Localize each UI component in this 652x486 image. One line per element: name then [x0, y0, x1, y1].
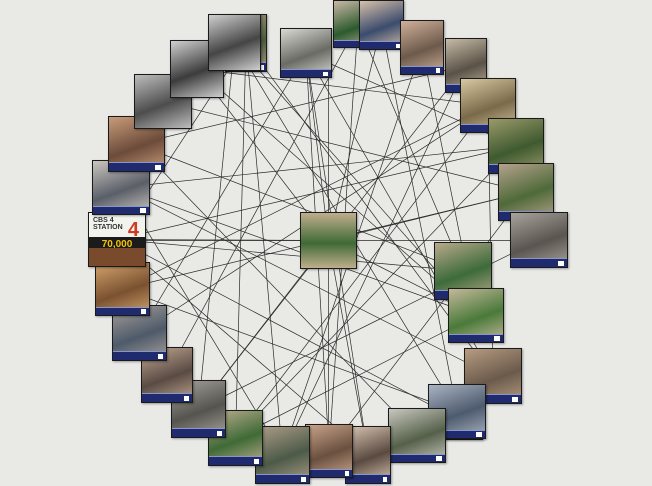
- keyframe-image: [281, 29, 331, 77]
- news-ticker-bar: [334, 39, 382, 47]
- center-keyframe[interactable]: [300, 212, 357, 269]
- similarity-edge: [120, 145, 517, 188]
- similarity-edge: [116, 239, 458, 420]
- similarity-edge: [120, 187, 477, 316]
- station-logo-icon: [300, 476, 306, 482]
- keyframe-image: [256, 427, 309, 483]
- similarity-edge: [198, 42, 235, 410]
- similarity-edge: [136, 65, 467, 145]
- news-ticker-bar: [360, 41, 403, 49]
- promo-channel-number: 4: [127, 219, 139, 241]
- similarity-edge: [282, 65, 467, 456]
- news-ticker-bar: [511, 258, 567, 267]
- station-logo-icon: [253, 459, 259, 464]
- keyframe-image: [301, 213, 356, 268]
- news-ticker-bar: [281, 69, 331, 77]
- station-logo-icon: [184, 396, 189, 401]
- similarity-edge: [245, 42, 283, 456]
- station-logo-icon: [382, 476, 388, 482]
- keyframe-image: [209, 15, 260, 70]
- news-ticker-bar: [306, 468, 352, 477]
- news-ticker-bar: [93, 205, 149, 214]
- news-ticker-bar: [465, 394, 521, 403]
- keyframe-image: [449, 289, 503, 342]
- news-ticker-bar: [429, 429, 485, 438]
- news-ticker-bar: [172, 428, 225, 437]
- keyframe-image: [511, 213, 567, 267]
- keyframe-woman-reporter[interactable]: [345, 426, 391, 484]
- keyframe-station-promo-card[interactable]: CBS 4 STATION 4 70,000 MILE: [88, 212, 146, 267]
- station-logo-icon: [436, 456, 442, 461]
- similarity-edge: [139, 52, 307, 334]
- keyframe-image: [401, 21, 443, 74]
- station-logo-icon: [157, 354, 163, 359]
- station-logo-icon: [140, 309, 146, 314]
- station-logo-icon: [216, 430, 222, 436]
- news-ticker-bar: [346, 474, 390, 483]
- similarity-edge: [116, 239, 464, 272]
- keyframe-two-men-outdoors[interactable]: [255, 426, 310, 484]
- station-logo-icon: [476, 432, 482, 437]
- keyframe-crowd-protest[interactable]: [510, 212, 568, 268]
- keyframe-man-portrait-closeup[interactable]: [305, 424, 353, 478]
- news-ticker-bar: [256, 474, 309, 483]
- news-ticker-bar: [389, 453, 445, 462]
- similarity-edge: [196, 68, 489, 106]
- keyframe-image: [306, 425, 352, 477]
- station-logo-icon: [259, 64, 264, 70]
- similarity-edge: [328, 191, 527, 241]
- station-logo-icon: [396, 43, 401, 49]
- similarity-edge: [122, 105, 489, 290]
- station-logo-icon: [436, 68, 441, 73]
- similarity-edge: [122, 288, 458, 412]
- keyframe-snowy-road-cars[interactable]: [280, 28, 332, 78]
- keyframe-image: [389, 409, 445, 462]
- similarity-edge: [136, 143, 464, 272]
- similarity-edge: [120, 187, 494, 377]
- keyframe-bw-portrait-archive[interactable]: [208, 14, 261, 71]
- keyframe-children-photo-news[interactable]: [400, 20, 444, 75]
- similarity-edge: [166, 23, 359, 376]
- keyframe-baseball-field[interactable]: [448, 288, 504, 343]
- similarity-edge: [357, 23, 464, 272]
- station-logo-icon: [140, 208, 146, 213]
- keyframe-snowy-field-people[interactable]: [388, 408, 446, 463]
- similarity-edge: [136, 143, 418, 436]
- news-ticker-bar: [209, 456, 262, 465]
- keyframe-woman-portrait-news[interactable]: [359, 0, 404, 50]
- news-ticker-bar: [113, 351, 166, 360]
- station-logo-icon: [512, 397, 518, 402]
- promo-top-text: CBS 4 STATION: [93, 217, 123, 231]
- similarity-edge: [116, 239, 369, 456]
- station-logo-icon: [344, 471, 350, 476]
- similarity-edge: [328, 24, 382, 241]
- news-ticker-bar: [109, 162, 164, 171]
- promo-footer: [89, 248, 145, 266]
- keyframe-image: [96, 263, 149, 315]
- similarity-edge: [162, 101, 527, 193]
- news-ticker-bar: [96, 306, 149, 315]
- similarity-edge: [305, 52, 329, 241]
- station-logo-icon: [558, 261, 564, 266]
- news-ticker-bar: [142, 393, 192, 402]
- similarity-edge: [328, 191, 527, 452]
- station-logo-icon: [494, 336, 500, 341]
- station-logo-icon: [323, 71, 328, 77]
- similarity-edge: [235, 145, 517, 439]
- similarity-edge: [116, 145, 517, 240]
- keyframe-image: [360, 1, 403, 49]
- similarity-edge: [196, 68, 477, 316]
- similarity-edge: [328, 240, 369, 456]
- keyframe-baseball-batter[interactable]: [208, 410, 263, 466]
- keyframe-family-photo[interactable]: [95, 262, 150, 316]
- station-logo-icon: [155, 165, 161, 170]
- news-ticker-bar: [449, 333, 503, 342]
- keyframe-image: [499, 164, 553, 220]
- news-ticker-bar: [401, 65, 443, 74]
- keyframe-image: [346, 427, 390, 483]
- similarity-edge: [235, 105, 489, 439]
